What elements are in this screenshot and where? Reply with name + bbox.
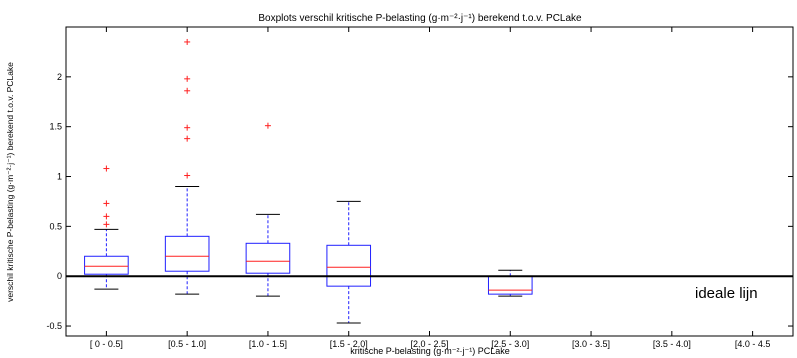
boxes — [84, 38, 533, 324]
y-tick-label: 0 — [57, 271, 62, 281]
y-tick-label: 1 — [57, 172, 62, 182]
y-tick-label: -0.5 — [46, 321, 62, 331]
outlier-point — [264, 122, 271, 129]
outlier-point — [103, 221, 110, 228]
y-ticks: -0.5 0 0.5 1 1.5 2 — [46, 72, 793, 331]
x-axis-label: kritische P-belasting (g·m⁻²·j⁻¹) PCLake — [350, 346, 510, 356]
box-group — [245, 122, 291, 297]
outlier-point — [184, 172, 191, 179]
plot-area — [65, 26, 794, 337]
box-iqr — [164, 235, 210, 272]
x-tick-label: [ 0 - 0.5] — [90, 339, 123, 349]
outlier-point — [184, 87, 191, 94]
x-tick-label: [3.0 - 3.5] — [572, 339, 610, 349]
box-iqr — [326, 244, 372, 287]
y-tick-label: 1.5 — [49, 122, 62, 132]
x-tick-label: [2.0 - 2.5] — [410, 339, 448, 349]
outlier-point — [184, 135, 191, 142]
y-axis-label: verschil kritische P-belasting (g·m⁻²·j⁻… — [5, 62, 15, 302]
box-group — [326, 200, 372, 324]
box-group — [164, 38, 210, 295]
y-tick-label: 2 — [57, 72, 62, 82]
outlier-point — [184, 75, 191, 82]
outlier-point — [184, 38, 191, 45]
box-group — [84, 165, 129, 290]
x-tick-label: [3.5 - 4.0] — [653, 339, 691, 349]
y-tick-label: 0.5 — [49, 221, 62, 231]
outlier-point — [184, 124, 191, 131]
x-tick-label: [4.0 - 4.5 — [735, 339, 771, 349]
chart-title: Boxplots verschil kritische P-belasting … — [258, 13, 582, 24]
outlier-point — [103, 213, 110, 220]
x-tick-label: [1.5 - 2.0] — [330, 339, 368, 349]
x-tick-label: [2.5 - 3.0] — [491, 339, 529, 349]
outlier-point — [103, 200, 110, 207]
x-ticks: [ 0 - 0.5] [0.5 - 1.0] [1.0 - 1.5] [1.5 - 2… — [90, 27, 771, 349]
ideal-line-label: ideale lijn — [695, 285, 758, 302]
box-iqr — [84, 255, 129, 275]
box-iqr — [245, 242, 291, 274]
outlier-point — [103, 165, 110, 172]
x-tick-label: [0.5 - 1.0] — [168, 339, 206, 349]
x-tick-label: [1.0 - 1.5] — [249, 339, 287, 349]
